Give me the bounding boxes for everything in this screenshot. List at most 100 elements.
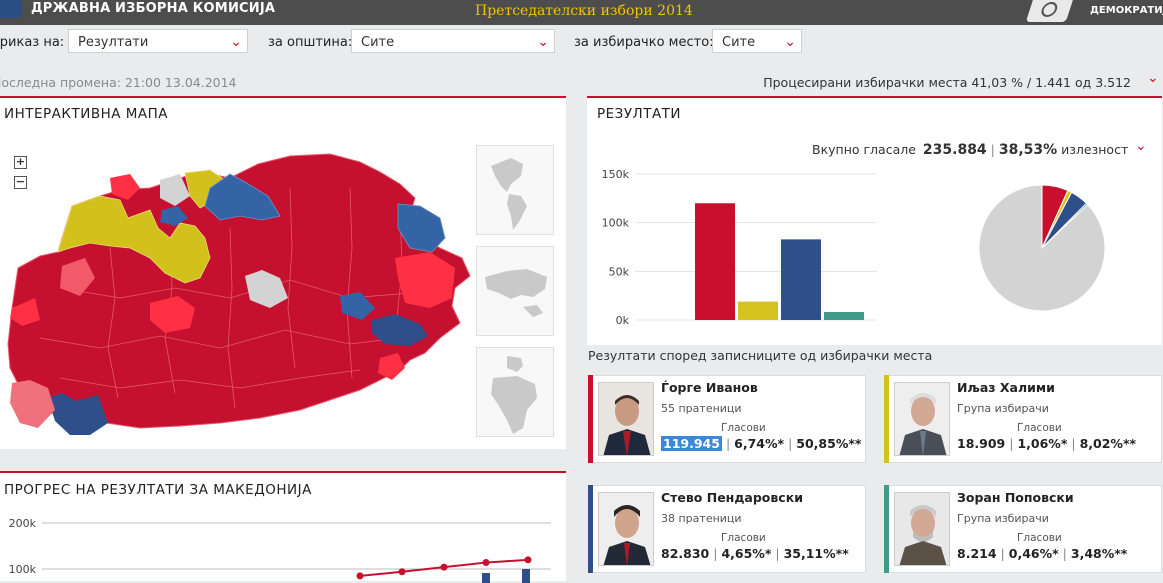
- candidate-photo: [598, 492, 654, 566]
- view-select-value: Резултати: [78, 35, 149, 50]
- view-label: Приказ на:: [0, 35, 65, 50]
- world-map-asia-button[interactable]: [476, 246, 554, 336]
- turnout-value: 38,53%: [998, 142, 1058, 158]
- view-select[interactable]: Резултати ⌄: [68, 29, 248, 53]
- top-bar: ДРЖАВНА ИЗБОРНА КОМИСИЈА Претседателски …: [0, 0, 1163, 25]
- candidate-votes: 119.945: [661, 436, 722, 451]
- zoom-in-button[interactable]: +: [14, 155, 27, 169]
- world-map-africa-button[interactable]: [476, 347, 554, 437]
- organization-name: ДРЖАВНА ИЗБОРНА КОМИСИЈА: [31, 1, 276, 16]
- total-votes: 235.884: [922, 142, 987, 158]
- municipality-select-value: Сите: [361, 35, 395, 50]
- candidate-support: Група избирачи: [957, 512, 1049, 525]
- chevron-down-icon[interactable]: ⌄: [1135, 138, 1147, 154]
- candidate-support: Група избирачи: [957, 402, 1049, 415]
- y-tick-label: 100k: [9, 563, 37, 576]
- y-tick-label: 150k: [602, 168, 630, 181]
- candidate-pct-registered: 0,46%*: [1008, 546, 1059, 561]
- candidate-color-bar: [588, 375, 593, 463]
- municipality-label: за општина:: [268, 35, 353, 50]
- turnout-label: излезност: [1061, 142, 1129, 157]
- results-bar-chart: 0k 50k 100k 150k: [602, 168, 877, 327]
- candidate-card-halimi[interactable]: Иљаз Халими Група избирачи Гласови 18.90…: [884, 375, 1162, 463]
- candidate-values: 18.909 | 1,06%* | 8,02%**: [957, 436, 1137, 451]
- station-label: за избирачко место:: [574, 35, 714, 50]
- progress-bar: [522, 569, 530, 583]
- americas-icon: [491, 158, 527, 230]
- candidate-name: Зоран Поповски: [957, 490, 1074, 505]
- y-tick-label: 50k: [609, 265, 630, 278]
- bar-1: [738, 301, 778, 320]
- station-select[interactable]: Сите ⌄: [712, 29, 802, 53]
- votes-label: Гласови: [1017, 532, 1062, 544]
- processed-stations-text: Процесирани избирачки места 41,03 % / 1.…: [763, 75, 1131, 90]
- candidate-photo: [894, 492, 950, 566]
- zoom-out-button[interactable]: −: [14, 175, 27, 189]
- sec-logo-icon: [0, 0, 22, 18]
- candidate-card-popovski[interactable]: Зоран Поповски Група избирачи Гласови 8.…: [884, 485, 1162, 573]
- candidate-name: Стево Пендаровски: [661, 490, 803, 505]
- progress-point-0: [356, 572, 364, 580]
- records-label: Резултати според записниците од избирачк…: [588, 348, 933, 363]
- africa-icon: [491, 356, 537, 434]
- progress-panel-title: ПРОГРЕС НА РЕЗУЛТАТИ ЗА МАКЕДОНИЈА: [4, 482, 312, 498]
- candidate-card-pendarovski[interactable]: Стево Пендаровски 38 пратеници Гласови 8…: [588, 485, 866, 573]
- chevron-down-icon: ⌄: [784, 34, 796, 50]
- filter-bar: Приказ на: Резултати ⌄ за општина: Сите …: [0, 25, 1163, 61]
- candidate-pct-registered: 1,06%*: [1017, 436, 1068, 451]
- candidate-support: 38 пратеници: [661, 512, 742, 525]
- turnout-summary: Вкупно гласале 235.884 | 38,53% излезнос…: [812, 142, 1129, 158]
- pie-slice-4: [978, 184, 1106, 312]
- candidate-color-bar: [588, 485, 593, 573]
- interactive-map[interactable]: [0, 148, 475, 438]
- progress-chart: 100k 200k: [9, 517, 551, 583]
- y-tick-label: 0k: [616, 314, 630, 327]
- y-tick-label: 100k: [602, 217, 630, 230]
- votes-label: Гласови: [721, 422, 766, 434]
- bar-0: [695, 203, 735, 320]
- candidate-values: 8.214 | 0,46%* | 3,48%**: [957, 546, 1128, 561]
- municipality-select[interactable]: Сите ⌄: [351, 29, 555, 53]
- progress-point-4: [524, 556, 532, 564]
- candidate-card-ivanov[interactable]: Ѓорге Иванов 55 пратеници Гласови 119.94…: [588, 375, 866, 463]
- progress-point-3: [482, 559, 490, 567]
- candidate-name: Ѓорге Иванов: [661, 380, 758, 395]
- candidate-photo: [598, 382, 654, 456]
- candidate-pct-votes: 8,02%**: [1079, 436, 1137, 451]
- candidate-pct-votes: 50,85%**: [796, 436, 862, 451]
- candidate-pct-registered: 4,65%*: [721, 546, 772, 561]
- candidate-values: 119.945 | 6,74%* | 50,85%**: [661, 436, 862, 451]
- candidate-support: 55 пратеници: [661, 402, 742, 415]
- total-label: Вкупно гласале: [812, 142, 916, 157]
- candidate-name: Иљаз Халими: [957, 380, 1055, 395]
- candidate-pct-registered: 6,74%*: [734, 436, 785, 451]
- results-panel-title: РЕЗУЛТАТИ: [597, 106, 682, 122]
- world-map-americas-button[interactable]: [476, 145, 554, 235]
- results-panel: РЕЗУЛТАТИ Вкупно гласале 235.884 | 38,53…: [587, 96, 1162, 345]
- votes-label: Гласови: [1017, 422, 1062, 434]
- bar-2: [781, 239, 821, 320]
- asia-icon: [485, 269, 547, 317]
- map-panel: ИНТЕРАКТИВНА МАПА + −: [0, 96, 566, 449]
- map-panel-title: ИНТЕРАКТИВНА МАПА: [4, 106, 169, 122]
- candidate-votes: 18.909: [957, 436, 1006, 451]
- candidate-votes: 82.830: [661, 546, 710, 561]
- votes-label: Гласови: [721, 532, 766, 544]
- chevron-down-icon[interactable]: ⌄: [1147, 70, 1159, 86]
- candidate-votes: 8.214: [957, 546, 997, 561]
- partner-logo-text: ДЕМОКРАТИЈА.: [1090, 5, 1163, 16]
- chevron-down-icon: ⌄: [537, 34, 549, 50]
- station-select-value: Сите: [722, 35, 756, 50]
- partner-logo-icon[interactable]: [1025, 0, 1075, 22]
- progress-point-2: [440, 563, 448, 571]
- candidate-pct-votes: 35,11%**: [783, 546, 849, 561]
- progress-point-1: [398, 568, 406, 576]
- election-title: Претседателски избори 2014: [475, 3, 693, 19]
- candidate-color-bar: [884, 375, 889, 463]
- candidate-color-bar: [884, 485, 889, 573]
- candidate-photo: [894, 382, 950, 456]
- bar-3: [824, 312, 864, 320]
- candidate-pct-votes: 3,48%**: [1070, 546, 1128, 561]
- results-pie-chart: [978, 184, 1106, 312]
- chevron-down-icon: ⌄: [230, 34, 242, 50]
